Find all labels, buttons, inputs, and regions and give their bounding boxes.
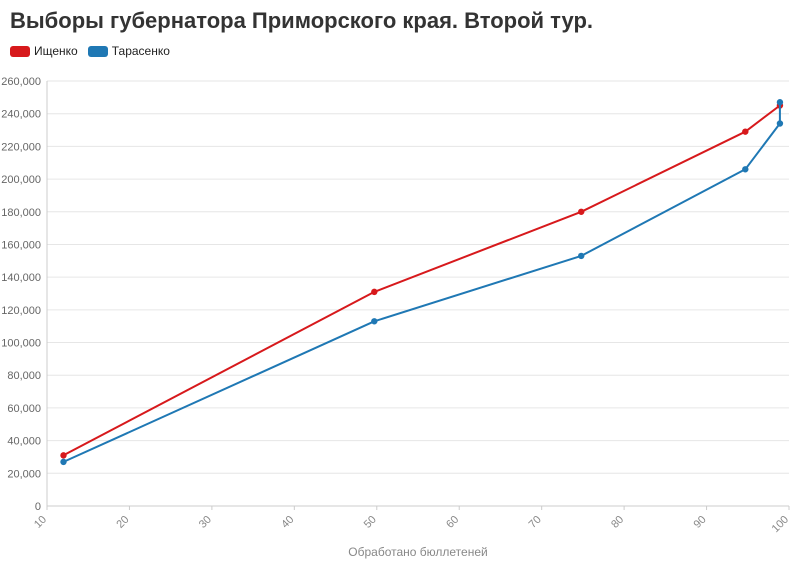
data-point-series-2[interactable] (776, 120, 784, 127)
data-point-series-2[interactable] (578, 252, 585, 260)
chart-legend: Ищенко Тарасенко (10, 44, 180, 58)
data-point-series-1[interactable] (60, 452, 67, 459)
chart-title: Выборы губернатора Приморского края. Вто… (10, 8, 593, 33)
y-tick-label: 20,000 (7, 468, 41, 480)
y-tick-label: 100,000 (1, 338, 41, 350)
x-tick-label: 90 (692, 514, 709, 531)
series-line-2 (62, 101, 781, 463)
y-tick-label: 40,000 (7, 436, 41, 448)
legend-swatch-series-1 (10, 45, 30, 57)
data-point-series-2[interactable] (776, 99, 784, 106)
data-point-series-2[interactable] (371, 318, 378, 325)
data-point-series-2[interactable] (60, 458, 67, 466)
x-tick-label: 30 (197, 514, 214, 531)
x-tick-label: 20 (114, 514, 131, 531)
y-tick-label: 160,000 (1, 239, 41, 251)
legend-label-series-2: Тарасенко (111, 44, 170, 58)
x-tick-label: 10 (32, 514, 49, 531)
legend-item-series-1[interactable]: Ищенко (10, 44, 78, 58)
y-tick-label: 140,000 (1, 272, 41, 284)
y-tick-label: 180,000 (1, 207, 41, 219)
y-tick-label: 80,000 (7, 370, 41, 382)
x-tick-label: 100 (770, 514, 791, 535)
legend-item-series-2[interactable]: Тарасенко (87, 44, 170, 58)
data-point-series-2[interactable] (742, 166, 749, 173)
series-line-1 (62, 104, 781, 457)
y-tick-label: 240,000 (1, 109, 41, 121)
y-tick-label: 120,000 (1, 305, 41, 317)
x-tick-label: 70 (527, 514, 544, 531)
legend-label-series-1: Ищенко (34, 44, 78, 58)
y-tick-label: 60,000 (7, 403, 41, 415)
x-tick-label: 50 (362, 514, 379, 531)
y-tick-label: 200,000 (1, 174, 41, 186)
x-tick-label: 80 (609, 514, 626, 531)
grid-layer (46, 80, 789, 507)
data-point-series-1[interactable] (578, 208, 585, 215)
axis-layer: 0 20,000 40,000 60,000 80,000 100,000 120,000 1… (1, 76, 791, 535)
x-tick-label: 60 (444, 514, 461, 531)
x-axis-label: Обработано бюллетеней (348, 545, 487, 559)
y-tick-label: 220,000 (1, 141, 41, 153)
y-tick-label: 0 (35, 501, 41, 513)
x-tick-label: 40 (279, 514, 296, 531)
data-point-series-1[interactable] (742, 128, 749, 135)
series-layer (60, 99, 784, 466)
y-tick-label: 260,000 (1, 76, 41, 88)
legend-swatch-series-2 (87, 45, 108, 57)
data-point-series-1[interactable] (371, 288, 378, 296)
